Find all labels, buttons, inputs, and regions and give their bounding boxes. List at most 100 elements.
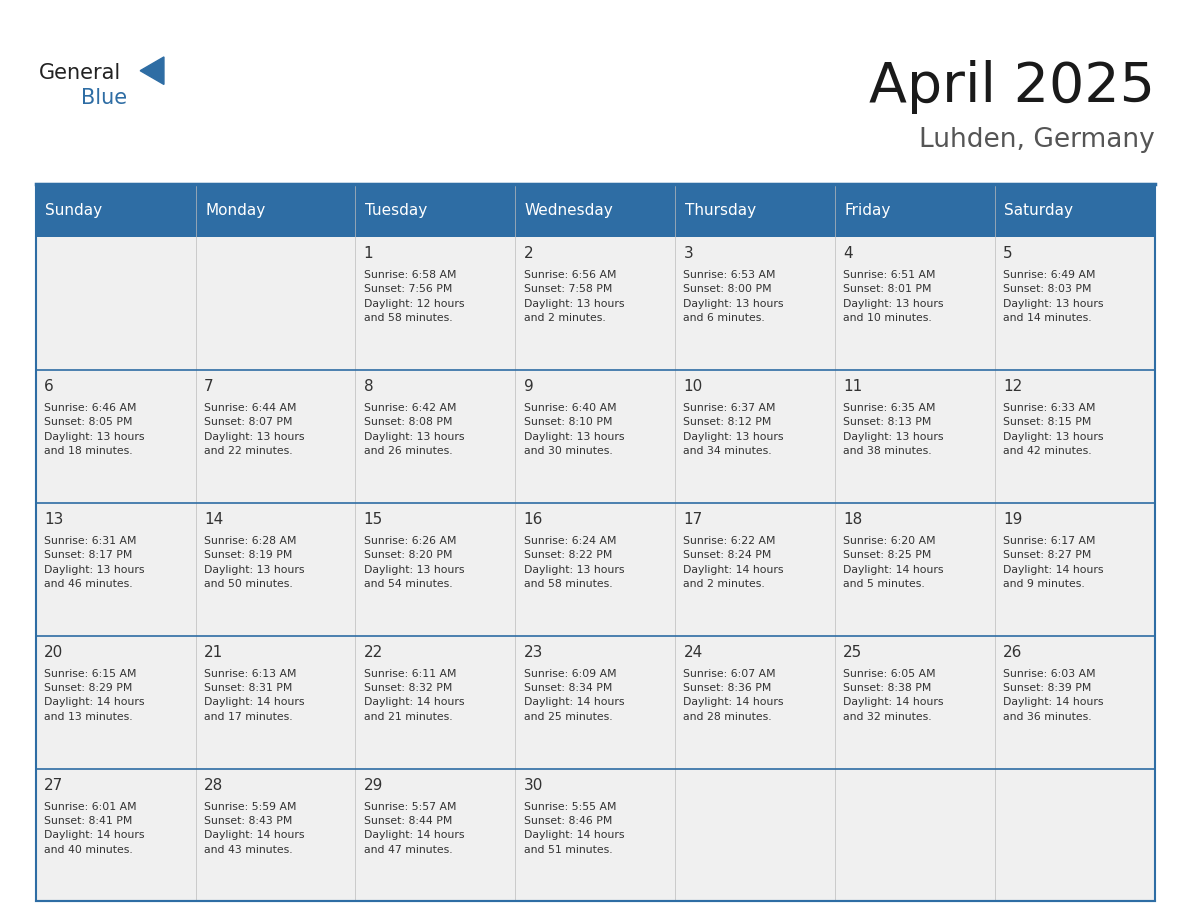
Text: Blue: Blue: [81, 88, 127, 108]
Text: Sunrise: 5:59 AM
Sunset: 8:43 PM
Daylight: 14 hours
and 43 minutes.: Sunrise: 5:59 AM Sunset: 8:43 PM Dayligh…: [204, 801, 304, 855]
Text: Sunrise: 6:40 AM
Sunset: 8:10 PM
Daylight: 13 hours
and 30 minutes.: Sunrise: 6:40 AM Sunset: 8:10 PM Dayligh…: [524, 403, 624, 456]
Text: 1: 1: [364, 246, 373, 261]
Text: 4: 4: [843, 246, 853, 261]
Bar: [36, 184, 196, 237]
Bar: [835, 237, 994, 370]
Bar: [675, 768, 835, 901]
Text: 8: 8: [364, 379, 373, 394]
Text: 15: 15: [364, 512, 383, 527]
Bar: [675, 635, 835, 768]
Bar: [516, 370, 675, 503]
Text: 21: 21: [204, 644, 223, 660]
Text: Sunrise: 6:37 AM
Sunset: 8:12 PM
Daylight: 13 hours
and 34 minutes.: Sunrise: 6:37 AM Sunset: 8:12 PM Dayligh…: [683, 403, 784, 456]
Text: Sunrise: 6:31 AM
Sunset: 8:17 PM
Daylight: 13 hours
and 46 minutes.: Sunrise: 6:31 AM Sunset: 8:17 PM Dayligh…: [44, 536, 145, 589]
Text: Sunrise: 6:24 AM
Sunset: 8:22 PM
Daylight: 13 hours
and 58 minutes.: Sunrise: 6:24 AM Sunset: 8:22 PM Dayligh…: [524, 536, 624, 589]
Bar: [675, 237, 835, 370]
Text: Sunrise: 6:56 AM
Sunset: 7:58 PM
Daylight: 13 hours
and 2 minutes.: Sunrise: 6:56 AM Sunset: 7:58 PM Dayligh…: [524, 270, 624, 323]
Polygon shape: [140, 57, 164, 84]
Text: 23: 23: [524, 644, 543, 660]
Bar: [994, 768, 1155, 901]
Text: 5: 5: [1003, 246, 1013, 261]
Bar: [994, 237, 1155, 370]
Text: Sunrise: 6:49 AM
Sunset: 8:03 PM
Daylight: 13 hours
and 14 minutes.: Sunrise: 6:49 AM Sunset: 8:03 PM Dayligh…: [1003, 270, 1104, 323]
Text: Sunrise: 6:20 AM
Sunset: 8:25 PM
Daylight: 14 hours
and 5 minutes.: Sunrise: 6:20 AM Sunset: 8:25 PM Dayligh…: [843, 536, 943, 589]
Text: Sunrise: 6:58 AM
Sunset: 7:56 PM
Daylight: 12 hours
and 58 minutes.: Sunrise: 6:58 AM Sunset: 7:56 PM Dayligh…: [364, 270, 465, 323]
Text: Sunrise: 6:51 AM
Sunset: 8:01 PM
Daylight: 13 hours
and 10 minutes.: Sunrise: 6:51 AM Sunset: 8:01 PM Dayligh…: [843, 270, 943, 323]
Bar: [835, 635, 994, 768]
Text: 11: 11: [843, 379, 862, 394]
Bar: [36, 184, 1155, 901]
Bar: [196, 370, 355, 503]
Text: Sunrise: 6:53 AM
Sunset: 8:00 PM
Daylight: 13 hours
and 6 minutes.: Sunrise: 6:53 AM Sunset: 8:00 PM Dayligh…: [683, 270, 784, 323]
Text: Sunrise: 6:42 AM
Sunset: 8:08 PM
Daylight: 13 hours
and 26 minutes.: Sunrise: 6:42 AM Sunset: 8:08 PM Dayligh…: [364, 403, 465, 456]
Text: 30: 30: [524, 778, 543, 793]
Text: General: General: [39, 63, 121, 84]
Text: 16: 16: [524, 512, 543, 527]
Bar: [355, 237, 516, 370]
Text: Sunrise: 6:15 AM
Sunset: 8:29 PM
Daylight: 14 hours
and 13 minutes.: Sunrise: 6:15 AM Sunset: 8:29 PM Dayligh…: [44, 668, 145, 722]
Text: 22: 22: [364, 644, 383, 660]
Text: 17: 17: [683, 512, 702, 527]
Text: Sunrise: 6:09 AM
Sunset: 8:34 PM
Daylight: 14 hours
and 25 minutes.: Sunrise: 6:09 AM Sunset: 8:34 PM Dayligh…: [524, 668, 624, 722]
Text: Sunday: Sunday: [45, 203, 102, 218]
Text: Sunrise: 5:55 AM
Sunset: 8:46 PM
Daylight: 14 hours
and 51 minutes.: Sunrise: 5:55 AM Sunset: 8:46 PM Dayligh…: [524, 801, 624, 855]
Text: Sunrise: 6:01 AM
Sunset: 8:41 PM
Daylight: 14 hours
and 40 minutes.: Sunrise: 6:01 AM Sunset: 8:41 PM Dayligh…: [44, 801, 145, 855]
Text: 10: 10: [683, 379, 702, 394]
Bar: [516, 503, 675, 635]
Bar: [196, 635, 355, 768]
Bar: [36, 370, 196, 503]
Bar: [355, 370, 516, 503]
Text: 13: 13: [44, 512, 63, 527]
Bar: [36, 237, 196, 370]
Bar: [196, 184, 355, 237]
Text: Sunrise: 6:05 AM
Sunset: 8:38 PM
Daylight: 14 hours
and 32 minutes.: Sunrise: 6:05 AM Sunset: 8:38 PM Dayligh…: [843, 668, 943, 722]
Bar: [835, 184, 994, 237]
Text: Luhden, Germany: Luhden, Germany: [920, 127, 1155, 152]
Text: 2: 2: [524, 246, 533, 261]
Bar: [675, 370, 835, 503]
Bar: [516, 184, 675, 237]
Text: 27: 27: [44, 778, 63, 793]
Bar: [355, 503, 516, 635]
Bar: [994, 370, 1155, 503]
Text: 28: 28: [204, 778, 223, 793]
Text: 19: 19: [1003, 512, 1023, 527]
Text: 6: 6: [44, 379, 53, 394]
Text: 18: 18: [843, 512, 862, 527]
Bar: [355, 184, 516, 237]
Bar: [994, 503, 1155, 635]
Bar: [355, 768, 516, 901]
Bar: [355, 635, 516, 768]
Text: Saturday: Saturday: [1004, 203, 1074, 218]
Text: 29: 29: [364, 778, 383, 793]
Text: 20: 20: [44, 644, 63, 660]
Text: Sunrise: 6:07 AM
Sunset: 8:36 PM
Daylight: 14 hours
and 28 minutes.: Sunrise: 6:07 AM Sunset: 8:36 PM Dayligh…: [683, 668, 784, 722]
Bar: [675, 184, 835, 237]
Bar: [36, 503, 196, 635]
Bar: [675, 503, 835, 635]
Text: 14: 14: [204, 512, 223, 527]
Text: 3: 3: [683, 246, 693, 261]
Text: Friday: Friday: [845, 203, 891, 218]
Text: Sunrise: 6:22 AM
Sunset: 8:24 PM
Daylight: 14 hours
and 2 minutes.: Sunrise: 6:22 AM Sunset: 8:24 PM Dayligh…: [683, 536, 784, 589]
Text: Sunrise: 6:26 AM
Sunset: 8:20 PM
Daylight: 13 hours
and 54 minutes.: Sunrise: 6:26 AM Sunset: 8:20 PM Dayligh…: [364, 536, 465, 589]
Bar: [835, 503, 994, 635]
Bar: [196, 237, 355, 370]
Text: Sunrise: 6:33 AM
Sunset: 8:15 PM
Daylight: 13 hours
and 42 minutes.: Sunrise: 6:33 AM Sunset: 8:15 PM Dayligh…: [1003, 403, 1104, 456]
Text: 26: 26: [1003, 644, 1023, 660]
Text: Thursday: Thursday: [684, 203, 756, 218]
Text: Wednesday: Wednesday: [525, 203, 613, 218]
Text: 12: 12: [1003, 379, 1023, 394]
Bar: [196, 768, 355, 901]
Text: Sunrise: 5:57 AM
Sunset: 8:44 PM
Daylight: 14 hours
and 47 minutes.: Sunrise: 5:57 AM Sunset: 8:44 PM Dayligh…: [364, 801, 465, 855]
Bar: [994, 635, 1155, 768]
Bar: [994, 184, 1155, 237]
Text: Sunrise: 6:13 AM
Sunset: 8:31 PM
Daylight: 14 hours
and 17 minutes.: Sunrise: 6:13 AM Sunset: 8:31 PM Dayligh…: [204, 668, 304, 722]
Text: April 2025: April 2025: [868, 61, 1155, 114]
Bar: [516, 635, 675, 768]
Text: Sunrise: 6:03 AM
Sunset: 8:39 PM
Daylight: 14 hours
and 36 minutes.: Sunrise: 6:03 AM Sunset: 8:39 PM Dayligh…: [1003, 668, 1104, 722]
Text: Sunrise: 6:44 AM
Sunset: 8:07 PM
Daylight: 13 hours
and 22 minutes.: Sunrise: 6:44 AM Sunset: 8:07 PM Dayligh…: [204, 403, 304, 456]
Text: 7: 7: [204, 379, 214, 394]
Bar: [36, 635, 196, 768]
Text: 24: 24: [683, 644, 702, 660]
